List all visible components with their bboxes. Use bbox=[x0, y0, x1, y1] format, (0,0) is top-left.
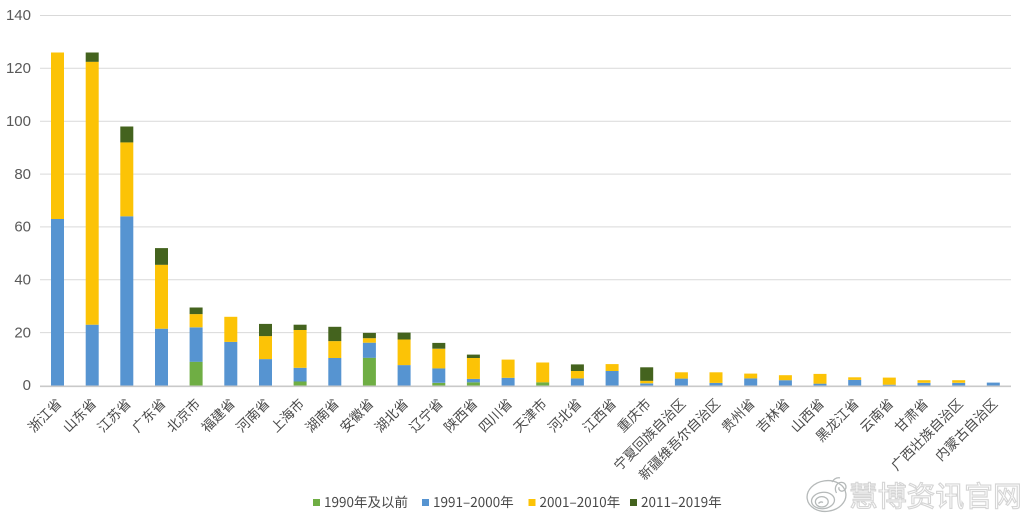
svg-text:100: 100 bbox=[6, 113, 31, 130]
svg-text:80: 80 bbox=[14, 166, 31, 183]
svg-text:140: 140 bbox=[6, 7, 31, 24]
svg-text:40: 40 bbox=[14, 272, 31, 289]
svg-text:60: 60 bbox=[14, 219, 31, 236]
svg-text:20: 20 bbox=[14, 324, 31, 341]
svg-text:0: 0 bbox=[23, 377, 31, 394]
svg-text:120: 120 bbox=[6, 60, 31, 77]
